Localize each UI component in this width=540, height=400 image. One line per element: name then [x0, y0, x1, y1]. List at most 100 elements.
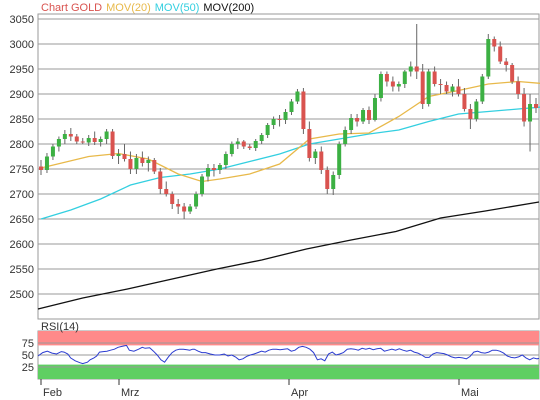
candle-body — [355, 118, 360, 122]
x-tick-label: Feb — [43, 387, 62, 399]
main-panel: 2500 2550 2600 2650 2700 2750 2800 2850 2900 2950… — [10, 13, 540, 320]
candle-body — [271, 119, 276, 125]
candle-body — [367, 110, 372, 120]
candle-body — [158, 171, 163, 189]
candle-body — [343, 130, 348, 144]
rsi-y-tick-label: 75 — [22, 338, 34, 350]
candle-body — [468, 109, 473, 119]
candle-body — [372, 98, 377, 120]
candle-body — [462, 94, 467, 109]
candle-body — [116, 154, 121, 156]
candle-body — [122, 154, 127, 159]
y-tick-label: 2850 — [10, 114, 34, 126]
x-axis: Feb Mrz Apr Mai — [40, 379, 479, 399]
candle-body — [456, 86, 461, 94]
candle-body — [438, 84, 443, 85]
candle-body — [307, 129, 312, 158]
candle-body — [223, 154, 228, 165]
y-tick-label: 2700 — [10, 189, 34, 201]
candle-body — [301, 91, 306, 129]
chart-legend: Chart GOLD MOV(20) MOV(50) MOV(200) — [41, 2, 254, 14]
candle-body — [426, 71, 431, 104]
legend-entry: Chart GOLD — [41, 2, 102, 14]
rsi-line — [37, 344, 540, 365]
candle-body — [176, 204, 181, 207]
candle-body — [62, 134, 67, 139]
candle-body — [337, 144, 342, 175]
candle-body — [420, 71, 425, 104]
candle-body — [44, 156, 49, 170]
mov50-path — [40, 106, 540, 220]
candle-body — [325, 170, 330, 189]
candle-body — [86, 138, 91, 143]
candle-body — [528, 104, 533, 122]
candle-body — [146, 160, 151, 163]
candle-body — [98, 139, 103, 142]
y-tick-label: 2900 — [10, 89, 34, 101]
candle-body — [247, 146, 252, 148]
y-tick-label: 3050 — [10, 14, 34, 26]
candle-body — [200, 176, 205, 194]
candle-body — [50, 146, 55, 157]
candle-body — [74, 136, 79, 142]
candle-body — [235, 141, 240, 144]
candle-body — [241, 141, 246, 147]
candle-body — [444, 85, 449, 92]
rsi-oversold-band — [38, 364, 539, 379]
candlesticks — [39, 24, 538, 219]
mov200-path — [37, 201, 540, 310]
candle-body — [289, 101, 294, 112]
candle-body — [378, 74, 383, 98]
mov50-line — [40, 106, 540, 220]
y-tick-label: 2800 — [10, 139, 34, 151]
mov200-line — [37, 201, 540, 310]
candle-body — [265, 125, 270, 135]
candle-body — [182, 206, 187, 212]
candle-body — [313, 151, 318, 158]
x-tick-label: Apr — [291, 387, 308, 399]
candle-body — [56, 139, 61, 147]
candle-body — [295, 91, 300, 102]
candle-body — [480, 76, 485, 102]
candle-body — [140, 158, 145, 163]
candle-body — [229, 144, 234, 154]
rsi-y-tick-label: 50 — [22, 350, 34, 362]
candle-body — [319, 151, 324, 170]
candle-body — [492, 39, 497, 47]
candle-body — [152, 160, 157, 172]
candle-body — [534, 104, 538, 108]
y-tick-label: 2600 — [10, 239, 34, 251]
candle-body — [450, 86, 455, 92]
candle-body — [516, 81, 521, 94]
candle-body — [331, 175, 336, 189]
candle-body — [110, 131, 115, 156]
legend-entry: MOV(50) — [155, 2, 200, 14]
candle-body — [68, 134, 73, 137]
rsi-overbought-band — [38, 331, 539, 346]
candle-body — [390, 81, 395, 87]
candle-body — [474, 101, 479, 119]
candle-body — [432, 71, 437, 84]
rsi-title: RSI(14) — [41, 321, 79, 333]
main-y-axis: 2500 2550 2600 2650 2700 2750 2800 2850 2900 2950… — [10, 14, 34, 301]
candle-body — [211, 168, 216, 170]
main-grid — [38, 18, 539, 295]
candle-body — [361, 110, 366, 122]
y-tick-label: 3000 — [10, 39, 34, 51]
candle-body — [384, 74, 389, 82]
candle-body — [128, 159, 133, 169]
candle-body — [39, 166, 43, 170]
x-tick-label: Mai — [461, 387, 479, 399]
candle-body — [188, 206, 193, 212]
candle-body — [498, 46, 503, 62]
candle-body — [396, 84, 401, 87]
legend-entry: MOV(20) — [106, 2, 151, 14]
y-tick-label: 2750 — [10, 164, 34, 176]
y-tick-label: 2550 — [10, 264, 34, 276]
candle-body — [510, 65, 515, 82]
candle-body — [408, 66, 413, 72]
rsi-path — [37, 344, 540, 365]
